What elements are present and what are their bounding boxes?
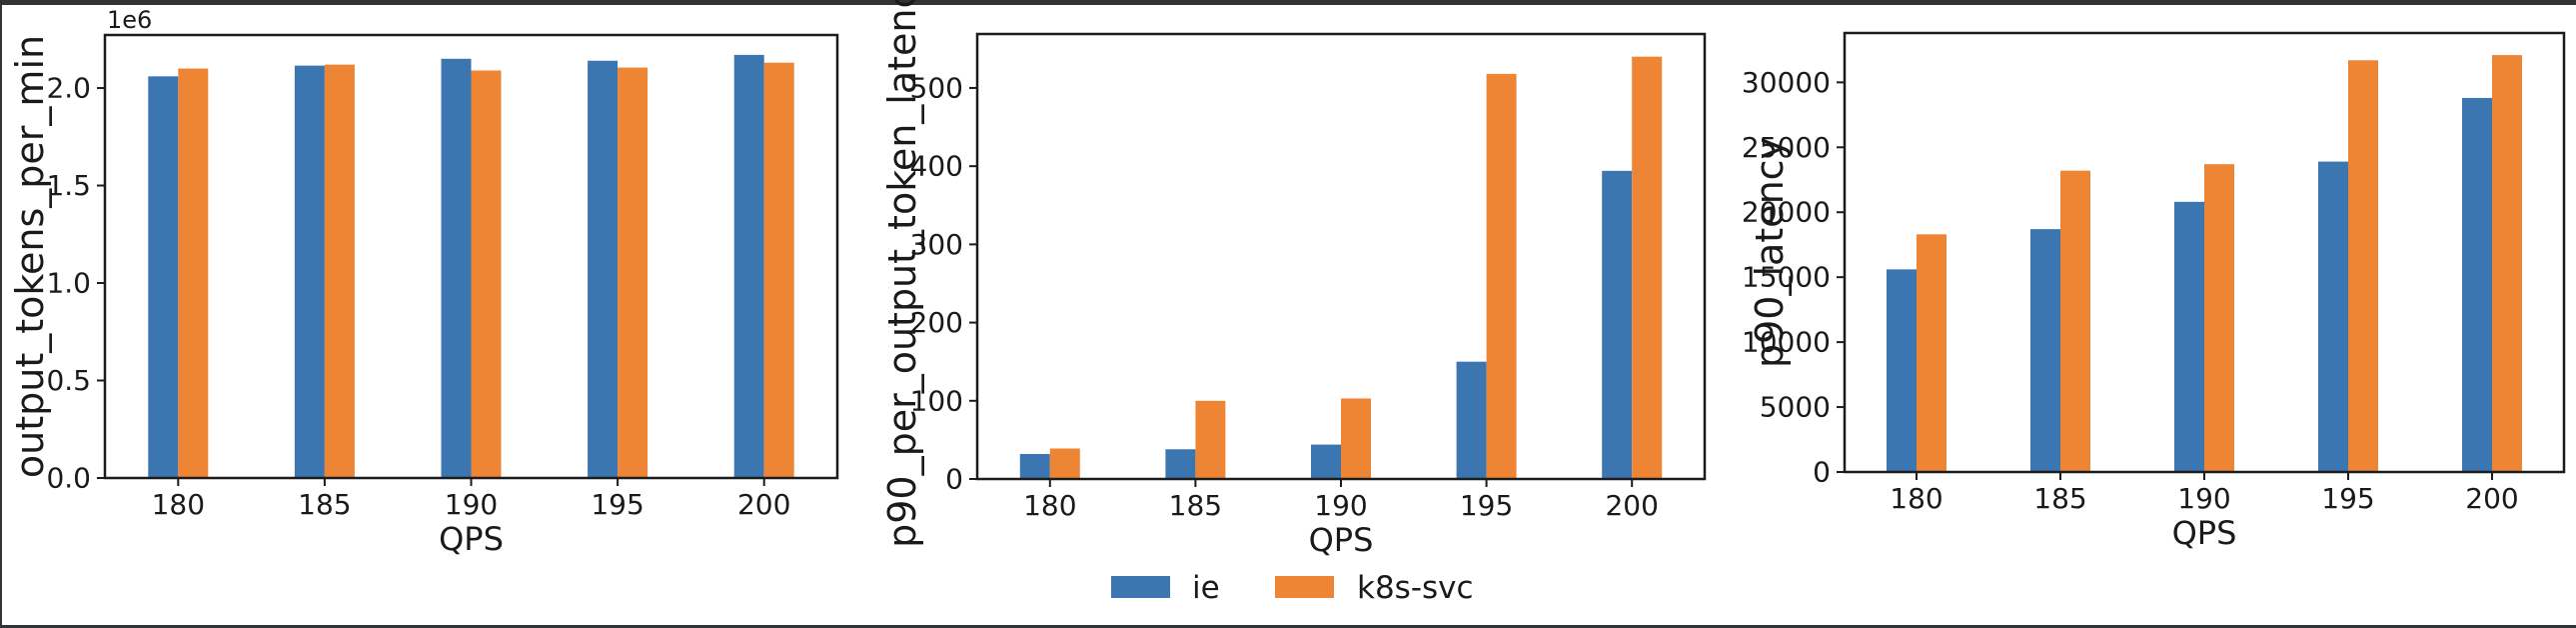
bar-ie-185 bbox=[294, 65, 325, 478]
bar-ie-185 bbox=[2030, 229, 2060, 472]
bar-k8s-svc-185 bbox=[1195, 400, 1226, 479]
y-tick-label: 200 bbox=[910, 306, 963, 339]
legend-swatch-k8s-svc bbox=[1275, 576, 1334, 598]
y-tick-label: 2.0 bbox=[46, 72, 91, 105]
x-tick-label: 180 bbox=[1890, 482, 1942, 515]
legend-label-ie: ie bbox=[1192, 570, 1220, 606]
bar-ie-190 bbox=[441, 58, 472, 479]
bar-ie-190 bbox=[1311, 444, 1341, 479]
y-tick-label: 5000 bbox=[1760, 391, 1831, 424]
axes-box bbox=[103, 33, 839, 480]
x-tick-label: 185 bbox=[1169, 489, 1222, 522]
bar-k8s-svc-180 bbox=[1917, 234, 1946, 472]
bar-ie-180 bbox=[148, 76, 179, 478]
bar-k8s-svc-195 bbox=[1486, 73, 1517, 479]
bar-ie-195 bbox=[1456, 361, 1487, 479]
bar-k8s-svc-185 bbox=[324, 64, 355, 478]
y-tick-label: 1.0 bbox=[46, 267, 91, 300]
bar-k8s-svc-180 bbox=[1049, 448, 1080, 479]
bar-ie-200 bbox=[2462, 97, 2492, 472]
y-tick-label: 0 bbox=[1813, 456, 1831, 489]
bar-k8s-svc-190 bbox=[471, 70, 502, 479]
x-tick-label: 185 bbox=[298, 488, 351, 521]
y-tick-label: 100 bbox=[910, 384, 963, 417]
bar-k8s-svc-180 bbox=[178, 68, 209, 478]
x-tick-label: 200 bbox=[737, 488, 790, 521]
bar-ie-190 bbox=[2174, 201, 2204, 472]
y-axis-label: p90_latency bbox=[1748, 137, 1792, 368]
chart-output-tokens-per-min: 180 185 190 195 200 0.0 0.5 1.0 1.5 2.0output_tok… bbox=[8, 6, 839, 558]
x-tick-label: 190 bbox=[2177, 482, 2230, 515]
axes-box bbox=[1843, 31, 2566, 474]
bar-k8s-svc-200 bbox=[763, 62, 794, 478]
bar-k8s-svc-190 bbox=[2204, 164, 2234, 472]
bar-ie-185 bbox=[1165, 449, 1196, 479]
axis-offset-label: 1e6 bbox=[107, 6, 152, 34]
legend-label-k8s-svc: k8s-svc bbox=[1357, 570, 1474, 606]
legend-swatch-ie bbox=[1111, 576, 1170, 598]
y-axis-label: output_tokens_per_min bbox=[8, 35, 52, 478]
chart-p90-per-output-token-latency: 180 185 190 195 200 0 100 200 300 400 500p90_per_o… bbox=[880, 0, 1707, 559]
y-tick-label: 0 bbox=[945, 463, 963, 496]
bar-ie-195 bbox=[588, 60, 619, 479]
bar-k8s-svc-190 bbox=[1341, 398, 1371, 479]
y-tick-label: 0.5 bbox=[46, 364, 91, 397]
x-axis-label: QPS bbox=[1309, 521, 1374, 559]
y-tick-label: 1.5 bbox=[46, 169, 91, 202]
bar-ie-195 bbox=[2318, 161, 2348, 473]
legend: ie k8s-svc bbox=[1111, 570, 1474, 606]
bar-k8s-svc-195 bbox=[2348, 60, 2378, 472]
y-tick-label: 500 bbox=[910, 71, 963, 104]
bar-ie-200 bbox=[733, 54, 764, 478]
y-tick-label: 300 bbox=[910, 228, 963, 261]
bar-ie-180 bbox=[1887, 269, 1917, 472]
x-tick-label: 195 bbox=[591, 488, 644, 521]
y-tick-label: 20000 bbox=[1742, 196, 1831, 229]
bar-k8s-svc-200 bbox=[2492, 55, 2522, 472]
y-tick-label: 30000 bbox=[1742, 66, 1831, 99]
figure-background bbox=[2, 5, 2576, 625]
bar-k8s-svc-200 bbox=[1632, 56, 1663, 479]
x-tick-label: 200 bbox=[1605, 489, 1658, 522]
x-tick-label: 180 bbox=[152, 488, 205, 521]
x-tick-label: 190 bbox=[1314, 489, 1367, 522]
x-tick-label: 190 bbox=[445, 488, 498, 521]
y-tick-label: 400 bbox=[910, 150, 963, 183]
x-axis-label: QPS bbox=[2172, 514, 2237, 552]
x-tick-label: 185 bbox=[2033, 482, 2086, 515]
x-tick-label: 180 bbox=[1023, 489, 1076, 522]
bar-ie-180 bbox=[1019, 453, 1050, 479]
x-tick-label: 200 bbox=[2465, 482, 2518, 515]
x-tick-label: 195 bbox=[1460, 489, 1513, 522]
bar-ie-200 bbox=[1602, 170, 1633, 479]
bar-k8s-svc-195 bbox=[618, 67, 648, 478]
y-tick-label: 15000 bbox=[1742, 261, 1831, 294]
y-axis-label: p90_per_output_token_latency bbox=[880, 0, 924, 548]
axes-box bbox=[975, 32, 1707, 481]
x-tick-label: 195 bbox=[2321, 482, 2374, 515]
y-tick-label: 25000 bbox=[1742, 131, 1831, 164]
x-axis-label: QPS bbox=[439, 520, 504, 558]
y-tick-label: 10000 bbox=[1742, 326, 1831, 359]
y-tick-label: 0.0 bbox=[46, 462, 91, 495]
bar-k8s-svc-185 bbox=[2060, 170, 2090, 472]
chart-p90-latency: 180 185 190 195 200 0 5000 10000 15000 20000 25000… bbox=[1742, 31, 2566, 552]
